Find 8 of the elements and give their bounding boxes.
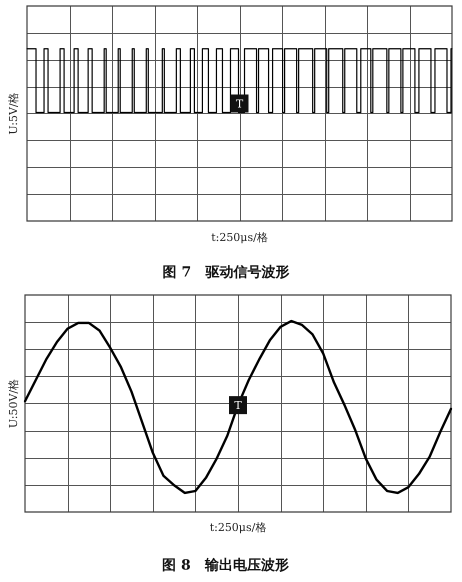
y-axis-title: U:50V/格 [6, 378, 20, 428]
text: 图 7 驱动信号波形 [162, 264, 290, 281]
annotation: T [234, 398, 242, 412]
x-axis-title: t:250μs/格 [210, 520, 266, 534]
y-axis-title: U:5V/格 [6, 92, 20, 135]
text: 图 8 输出电压波形 [162, 558, 289, 574]
annotation: T [236, 97, 244, 110]
x-axis-title: t:250μs/格 [211, 230, 268, 244]
